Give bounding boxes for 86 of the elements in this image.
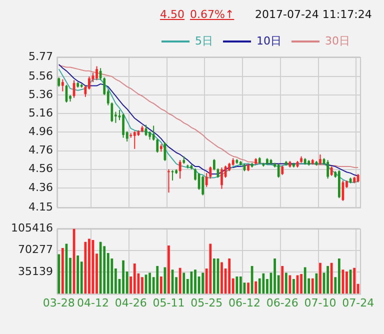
bar — [88, 238, 90, 294]
candlestick — [319, 154, 322, 166]
candlestick — [205, 172, 208, 188]
bar — [160, 276, 162, 294]
candlestick — [168, 168, 170, 194]
bar — [228, 258, 231, 294]
candlestick — [110, 102, 114, 122]
candlestick — [156, 138, 159, 154]
y-tick-label: 4.36 — [28, 180, 53, 194]
bar — [133, 263, 136, 294]
candlestick — [202, 175, 204, 196]
candlestick — [213, 158, 216, 171]
candlestick — [152, 125, 155, 142]
bar — [281, 266, 284, 294]
y-tick-label: 4.76 — [28, 144, 53, 157]
bar — [346, 272, 348, 294]
bar — [194, 270, 196, 294]
bar — [122, 260, 124, 294]
y-tick-label: 35139 — [18, 264, 53, 278]
candlestick — [88, 76, 90, 90]
bar — [304, 267, 306, 294]
bar — [84, 242, 87, 294]
bar — [168, 246, 170, 294]
candlestick — [96, 66, 98, 81]
bar — [62, 248, 64, 294]
candlestick — [62, 78, 64, 92]
candlestick — [178, 160, 182, 180]
y-tick-label: 5.36 — [28, 88, 53, 101]
y-tick-label: 5.77 — [28, 50, 53, 63]
y-tick-label: 5.16 — [28, 106, 53, 120]
y-tick-label: 4.56 — [28, 162, 53, 176]
x-tick-label: 05-25 — [190, 296, 223, 310]
bar — [148, 272, 151, 294]
y-tick-label: 4.15 — [28, 200, 53, 214]
candlestick — [330, 166, 333, 176]
bar — [247, 282, 250, 294]
y-tick-label: 5.56 — [28, 69, 53, 82]
x-tick-label: 07-10 — [304, 296, 336, 310]
bar — [220, 262, 223, 294]
x-tick-label: 06-26 — [266, 296, 298, 310]
bar — [209, 244, 212, 294]
bar — [330, 262, 333, 294]
bar — [319, 262, 322, 294]
candlestick — [326, 160, 329, 180]
text: 4.50 — [160, 8, 184, 21]
bar — [240, 276, 242, 294]
text: 0.67%↑ — [190, 8, 234, 21]
x-tick-label: 03-28 — [42, 296, 75, 310]
legend-label: 5日 — [195, 34, 214, 48]
x-tick-label: 05-11 — [152, 296, 185, 310]
text: 2017-07-24 11:17:24 — [255, 8, 372, 21]
bar — [254, 281, 258, 294]
bar — [292, 278, 295, 294]
x-tick-label: 07-24 — [342, 296, 374, 310]
legend-label: 30日 — [325, 34, 350, 48]
bar — [103, 246, 106, 294]
bar — [236, 276, 238, 294]
bar — [274, 258, 276, 294]
y-tick-label: 105416 — [11, 221, 53, 234]
candlestick — [220, 166, 223, 190]
bar — [141, 277, 144, 294]
candlestick — [133, 130, 136, 150]
bar — [202, 272, 204, 294]
bar — [58, 254, 60, 294]
bar — [178, 268, 182, 294]
candlestick — [209, 166, 212, 180]
bar — [262, 273, 265, 294]
y-tick-label: 70277 — [18, 243, 53, 256]
bar — [284, 272, 288, 294]
x-tick-label: 04-26 — [114, 296, 147, 310]
bar — [353, 268, 356, 294]
bar — [311, 278, 314, 294]
candlestick — [58, 76, 60, 88]
bar — [338, 258, 340, 294]
bar — [182, 272, 186, 294]
bar — [326, 266, 329, 294]
bar — [300, 274, 302, 294]
candlestick — [122, 113, 124, 138]
bar — [156, 266, 159, 294]
legend-label: 10日 — [256, 34, 282, 48]
x-tick-label: 06-12 — [228, 296, 260, 310]
candlestick — [281, 165, 284, 176]
bar — [76, 255, 80, 294]
bar — [213, 258, 216, 294]
x-tick-label: 04-12 — [76, 296, 109, 310]
y-tick-label: 4.96 — [28, 125, 53, 138]
